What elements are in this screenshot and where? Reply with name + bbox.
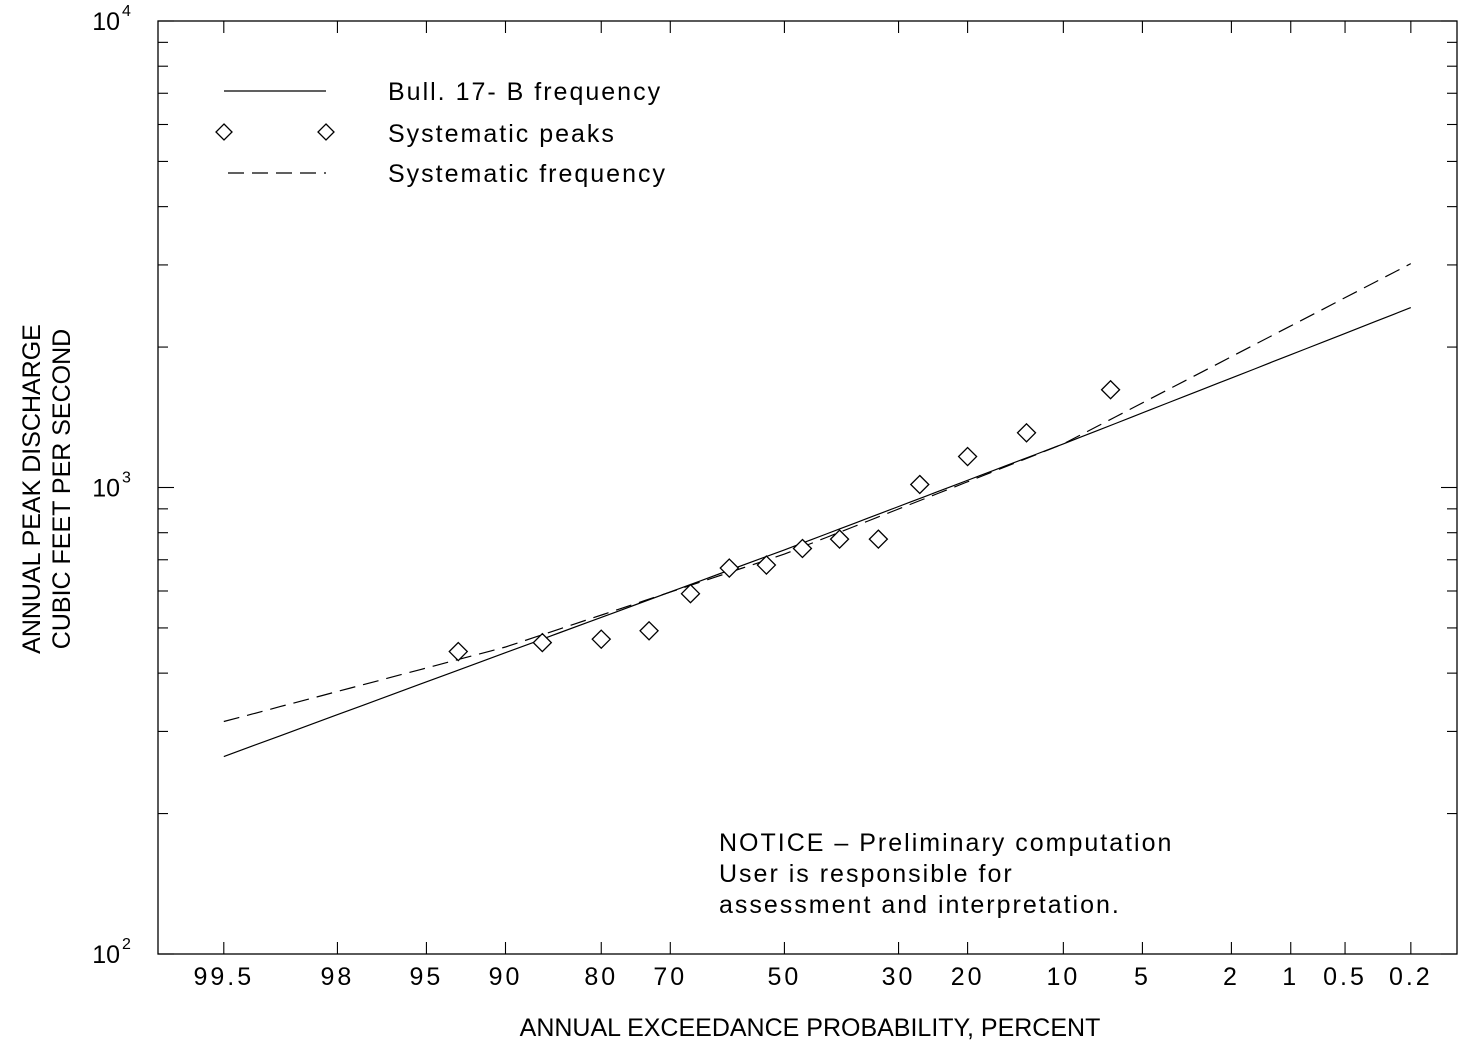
axis-ticks (158, 20, 1457, 955)
systematic-peak-point (532, 632, 553, 653)
systematic-peak-point (756, 555, 777, 575)
marker-layer (448, 379, 1121, 662)
systematic-peak-point (1100, 379, 1121, 400)
x-tick-label: 30 (882, 963, 916, 991)
systematic-peak-point (957, 446, 978, 467)
x-tick-label: 98 (321, 963, 355, 991)
x-tick-label: 2 (1223, 963, 1240, 991)
legend-diamond-swatch-2 (317, 123, 335, 141)
y-tick-label-base: 10 (92, 941, 120, 969)
notice-annotation: NOTICE – Preliminary computation User is… (719, 829, 1173, 919)
x-tick-label: 0.5 (1323, 963, 1367, 991)
plot-frame (157, 20, 1458, 955)
y-tick-label-exponent: 4 (122, 3, 131, 20)
systematic-peak-point (591, 629, 612, 650)
systematic-peak-point (448, 641, 469, 662)
legend-label-systematic-peaks: Systematic peaks (388, 120, 616, 148)
legend-diamond-swatch-1 (215, 123, 233, 141)
systematic-peak-point (680, 583, 701, 604)
legend-label-bull17b: Bull. 17- B frequency (388, 78, 662, 106)
y-axis-title-line1: ANNUAL PEAK DISCHARGE (18, 324, 46, 654)
notice-line-1: NOTICE – Preliminary computation (719, 829, 1173, 857)
x-tick-label: 80 (584, 963, 618, 991)
y-tick-label-exponent: 2 (122, 936, 131, 953)
y-tick-label-exponent: 3 (122, 470, 131, 487)
x-tick-label: 20 (951, 963, 985, 991)
systematic-peak-point (639, 620, 659, 641)
x-axis-title: ANNUAL EXCEEDANCE PROBABILITY, PERCENT (520, 1014, 1101, 1042)
x-tick-label: 90 (489, 963, 523, 991)
x-tick-label: 95 (410, 963, 444, 991)
notice-line-3: assessment and interpretation. (719, 891, 1121, 919)
x-tick-label: 10 (1046, 963, 1080, 991)
x-tick-label: 50 (768, 963, 802, 991)
x-tick-labels: 99.5 98 95 90 80 70 50 30 20 10 5 2 1 0.5 0.2 (193, 963, 1433, 991)
systematic-peak-point (719, 558, 740, 578)
systematic-frequency-line (223, 263, 1412, 723)
notice-line-2: User is responsible for (719, 860, 1014, 888)
y-axis-title-line2: CUBIC FEET PER SECOND (48, 329, 76, 649)
y-tick-label-base: 10 (92, 8, 120, 36)
legend-label-systematic-frequency: Systematic frequency (388, 160, 667, 188)
systematic-peak-point (792, 538, 813, 559)
bull17b-frequency-line (223, 307, 1412, 758)
x-tick-label: 5 (1134, 963, 1151, 991)
y-tick-label-base: 10 (92, 475, 120, 503)
systematic-peak-point (868, 529, 889, 550)
x-tick-label: 99.5 (193, 963, 254, 991)
series-layer (223, 263, 1412, 758)
x-tick-label: 1 (1282, 963, 1299, 991)
x-tick-label: 70 (653, 963, 687, 991)
systematic-peak-point (1016, 422, 1037, 443)
x-tick-label: 0.2 (1389, 963, 1433, 991)
systematic-peak-point (909, 474, 930, 495)
legend: Bull. 17- B frequency Systematic peaks S… (215, 78, 667, 188)
systematic-peak-point (829, 529, 850, 550)
